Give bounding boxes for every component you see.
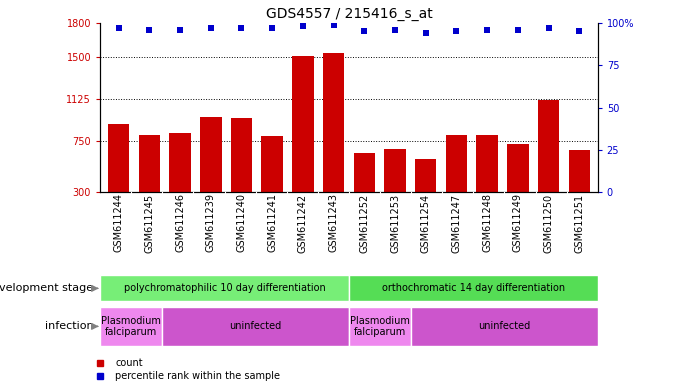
Text: percentile rank within the sample: percentile rank within the sample (115, 371, 281, 381)
Point (144, 27, 155, 33)
Point (482, 27, 493, 33)
Text: orthochromatic 14 day differentiation: orthochromatic 14 day differentiation (381, 283, 565, 293)
Bar (384, 149, 406, 192)
Point (175, 27, 186, 33)
Bar (507, 144, 529, 192)
Bar (446, 134, 467, 192)
Point (113, 25, 124, 31)
Bar (231, 118, 252, 192)
Bar (538, 99, 559, 192)
Text: count: count (115, 358, 143, 368)
Bar (349, 307, 411, 346)
Text: uninfected: uninfected (478, 321, 531, 331)
Bar (323, 53, 344, 192)
Text: Plasmodium
falciparum: Plasmodium falciparum (350, 316, 410, 337)
Text: infection: infection (45, 321, 93, 331)
Bar (292, 56, 314, 192)
Point (236, 25, 247, 31)
Text: polychromatophilic 10 day differentiation: polychromatophilic 10 day differentiatio… (124, 283, 325, 293)
Point (574, 28, 585, 35)
Point (543, 25, 554, 31)
Bar (411, 307, 598, 346)
Bar (476, 134, 498, 192)
Bar (100, 275, 349, 301)
Point (390, 27, 401, 33)
Point (297, 23, 308, 30)
Bar (261, 136, 283, 192)
Point (205, 25, 216, 31)
Text: Plasmodium
falciparum: Plasmodium falciparum (102, 316, 161, 337)
Point (267, 25, 278, 31)
Bar (569, 150, 590, 192)
Bar (139, 134, 160, 192)
Bar (108, 124, 129, 192)
Point (359, 28, 370, 35)
Point (420, 30, 431, 36)
Point (451, 28, 462, 35)
Bar (162, 307, 349, 346)
Bar (415, 159, 437, 192)
Text: development stage: development stage (0, 283, 93, 293)
Bar (200, 116, 222, 192)
Bar (169, 133, 191, 192)
Text: uninfected: uninfected (229, 321, 282, 331)
Point (512, 27, 523, 33)
Bar (100, 307, 162, 346)
Title: GDS4557 / 215416_s_at: GDS4557 / 215416_s_at (265, 7, 433, 21)
Bar (354, 152, 375, 192)
Point (328, 22, 339, 28)
Bar (349, 275, 598, 301)
